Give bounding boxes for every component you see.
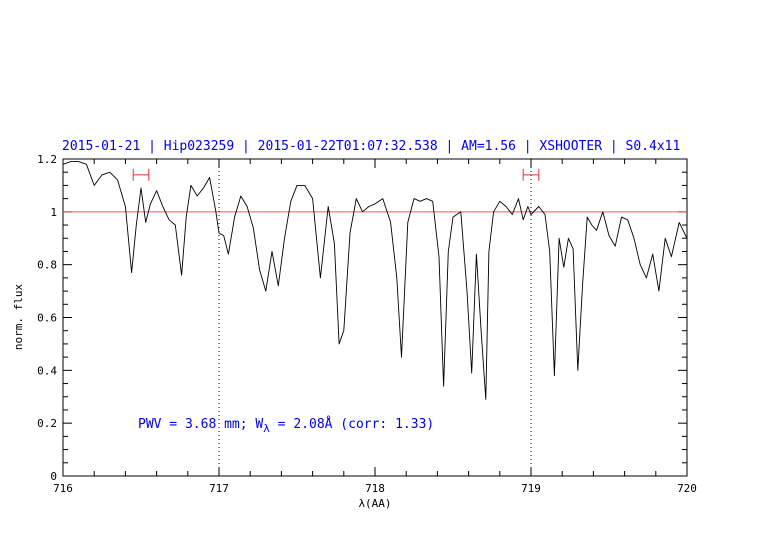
y-tick-label: 1 [50,206,57,219]
y-tick-label: 0.4 [37,364,57,377]
y-axis-label: norm. flux [12,284,25,351]
tick-labels: 716 717 718 719 720 0 0.2 0.4 0.6 0.8 1 1.2 [37,153,697,495]
plot-marks [63,159,687,476]
pwv-annotation: PWV = 3.68 mm; Wλ = 2.08Å (corr: 1.33) [138,416,434,435]
pwv-text: PWV = 3.68 mm; W [138,417,263,432]
y-tick-label: 1.2 [37,153,57,166]
x-tick-label: 719 [521,482,541,495]
x-axis-label: λ(AA) [358,497,391,510]
y-tick-label: 0 [50,470,57,483]
x-tick-label: 716 [53,482,73,495]
range-marker [132,168,150,181]
equivalent-width-text: = 2.08Å (corr: 1.33) [270,416,434,432]
x-tick-label: 718 [365,482,385,495]
x-tick-label: 720 [677,482,697,495]
spectrum-line [63,161,687,400]
y-tick-label: 0.6 [37,312,57,325]
lambda-subscript: λ [263,422,270,435]
plot-title: 2015-01-21 | Hip023259 | 2015-01-22T01:0… [62,139,680,154]
y-tick-label: 0.2 [37,417,57,430]
range-marker [522,168,540,181]
y-tick-label: 0.8 [37,259,57,272]
x-tick-label: 717 [209,482,229,495]
